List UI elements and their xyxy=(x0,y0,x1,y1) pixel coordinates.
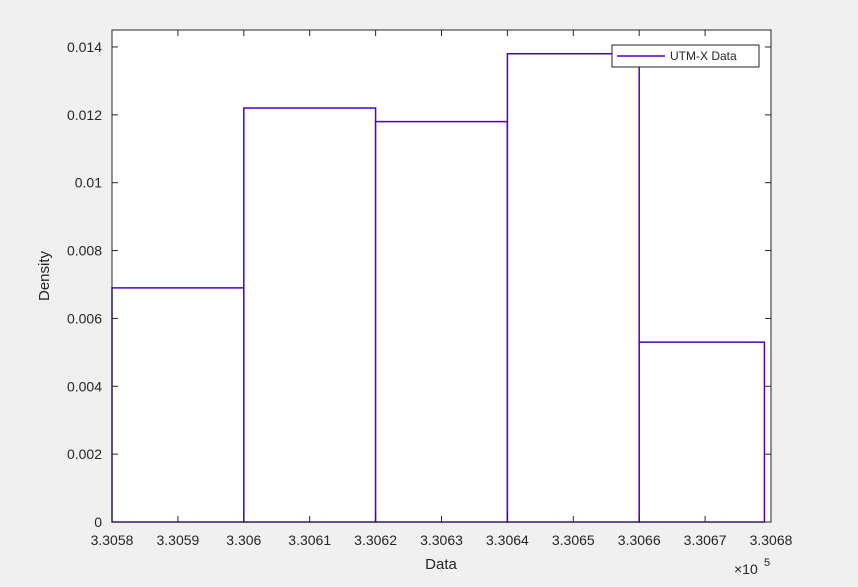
x-tick-label: 3.3064 xyxy=(486,532,529,548)
legend-box xyxy=(611,44,760,68)
histogram-bar-3 xyxy=(374,120,509,523)
x-tick-label: 3.3061 xyxy=(288,532,331,548)
histogram-bar-1 xyxy=(111,287,245,523)
y-tick-label: 0.01 xyxy=(75,175,102,191)
y-tick-label: 0.004 xyxy=(67,378,102,394)
x-tick-label: 3.3063 xyxy=(420,532,463,548)
histogram-bar-2 xyxy=(243,107,377,523)
y-tick-label: 0.002 xyxy=(67,446,102,462)
x-tick-label: 3.3059 xyxy=(156,532,199,548)
y-axis-label: Density xyxy=(36,250,53,301)
legend: UTM-X Data xyxy=(611,44,760,68)
x-tick-label: 3.3062 xyxy=(354,532,397,548)
y-tick-label: 0.006 xyxy=(67,310,102,326)
x-axis-ticks: 3.3058 3.3059 3.306 3.3061 3.3062 3.3063 3.306… xyxy=(91,30,793,548)
histogram-bar-4 xyxy=(506,53,640,523)
y-tick-label: 0 xyxy=(94,514,102,530)
y-tick-label: 0.012 xyxy=(67,107,102,123)
x-exponent-power: 5 xyxy=(764,557,770,569)
histogram-bars xyxy=(111,53,766,523)
x-tick-label: 3.3068 xyxy=(750,532,793,548)
x-exponent-base: ×10 xyxy=(734,561,758,577)
histogram-bar-5 xyxy=(638,341,766,523)
x-tick-label: 3.306 xyxy=(226,532,261,548)
x-tick-label: 3.3058 xyxy=(91,532,134,548)
y-tick-label: 0.008 xyxy=(67,243,102,259)
y-axis-ticks: 0 0.002 0.004 0.006 0.008 0.01 0.012 0.014 xyxy=(67,39,771,530)
x-axis-label: Data xyxy=(425,556,457,573)
x-tick-label: 3.3067 xyxy=(684,532,727,548)
x-tick-label: 3.3066 xyxy=(618,532,661,548)
x-tick-label: 3.3065 xyxy=(552,532,595,548)
y-tick-label: 0.014 xyxy=(67,39,102,55)
x-axis-exponent: ×10 5 xyxy=(734,557,770,577)
legend-entry-label: UTM-X Data xyxy=(670,49,737,63)
